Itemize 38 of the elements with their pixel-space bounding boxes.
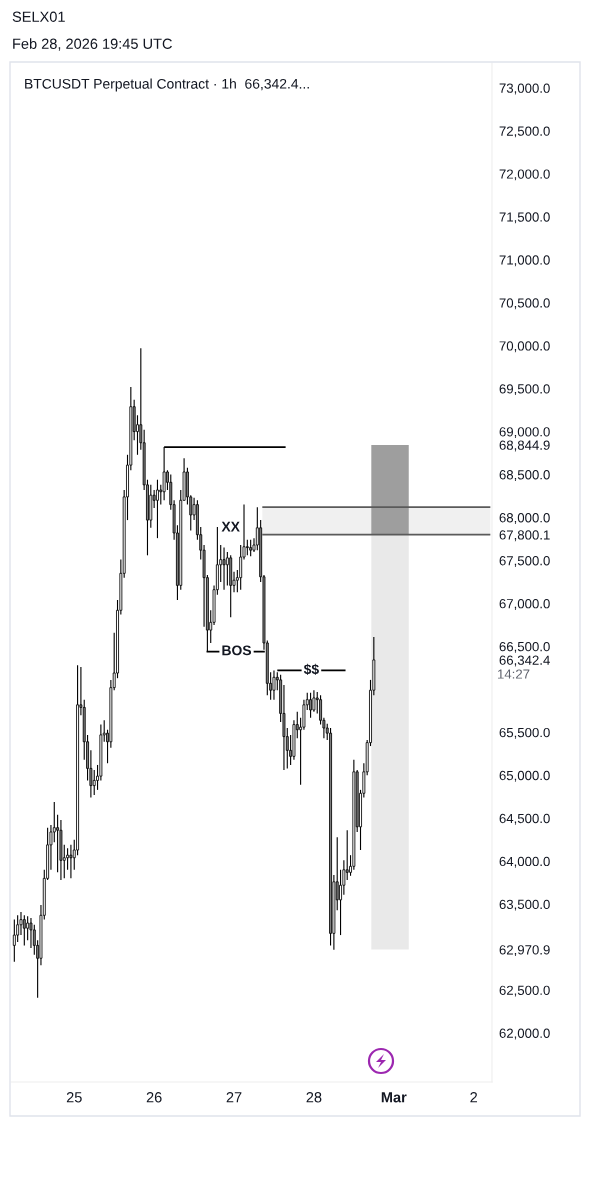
y-tick-label: 72,500.0 <box>499 126 550 138</box>
y-tick-label: 68,000.0 <box>499 513 550 524</box>
y-tick-label: 62,970.9 <box>499 945 550 957</box>
y-tick-label: 67,500.0 <box>499 556 550 567</box>
y-tick-label: 73,000.0 <box>499 83 550 95</box>
y-tick-label: 70,500.0 <box>499 298 550 310</box>
annotation: XX <box>221 521 240 532</box>
chart-subtitle: Feb 28, 2026 19:45 UTC <box>13 38 172 51</box>
y-tick-label: 65,000.0 <box>499 770 550 782</box>
y-tick-label: 71,000.0 <box>499 255 550 267</box>
x-tick-label: 28 <box>306 1092 322 1103</box>
y-tick-label: 65,500.0 <box>499 727 550 739</box>
x-tick-label: Mar <box>381 1092 407 1103</box>
y-tick-label: 70,000.0 <box>499 341 550 353</box>
annotation: BTCUSDT Perpetual Contract · 1h 66,342.4... <box>25 78 309 92</box>
y-tick-label: 64,000.0 <box>499 856 550 868</box>
y-tick-label: 62,000.0 <box>499 1028 550 1040</box>
y-tick-label: 68,500.0 <box>499 470 550 482</box>
x-tick-label: 27 <box>226 1092 242 1103</box>
y-tick-label: 63,500.0 <box>499 899 550 911</box>
x-tick-label: 25 <box>66 1092 82 1103</box>
y-tick-label: 64,500.0 <box>499 813 550 825</box>
y-tick-label: 69,000.0 <box>499 427 550 439</box>
y-tick-label: 67,800.1 <box>499 530 550 542</box>
y-tick-label: 71,500.0 <box>499 212 550 224</box>
y-tick-label: 72,000.0 <box>499 169 550 181</box>
text: 14:27 <box>498 669 530 679</box>
x-tick-label: 26 <box>146 1092 162 1103</box>
annotation: BOS <box>222 645 252 656</box>
y-tick-label: 69,500.0 <box>499 384 550 396</box>
chart-title: SELX01 <box>12 11 65 22</box>
y-tick-label: 62,500.0 <box>499 985 550 997</box>
y-tick-label: 66,342.4 <box>499 655 550 667</box>
y-tick-label: 68,844.9 <box>499 440 550 452</box>
annotation: $$ <box>303 663 319 676</box>
x-tick-label: 2 <box>470 1092 478 1103</box>
y-tick-label: 66,500.0 <box>499 641 550 653</box>
y-tick-label: 67,000.0 <box>499 599 550 610</box>
